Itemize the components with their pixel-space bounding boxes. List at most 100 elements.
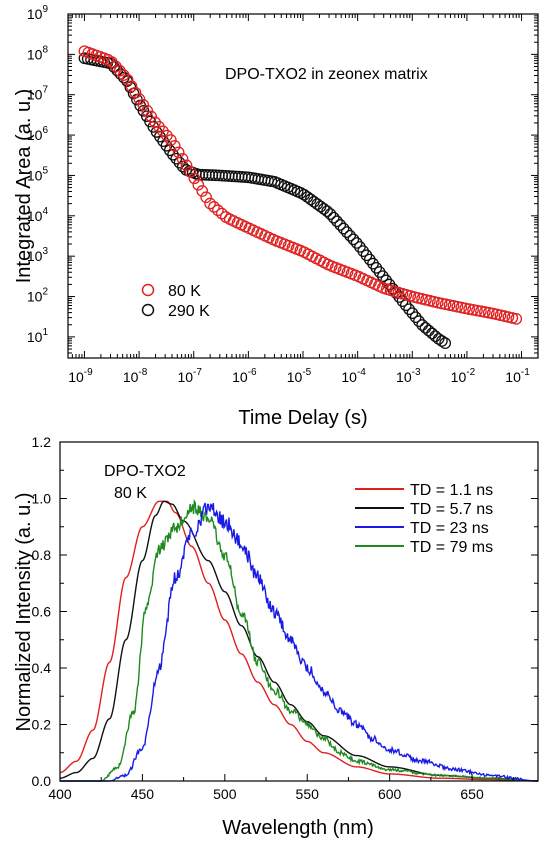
decay-point: [344, 229, 356, 242]
decay-annotation: DPO-TXO2 in zeonex matrix: [225, 66, 428, 83]
decay-point: [443, 299, 456, 311]
spectra-annotation-temperature: 80 K: [114, 485, 147, 502]
spectra-axes: 400 450 500 550 600 650 0.0 0.2 0.4 0.6 0.8 1.0 1.2: [32, 434, 538, 802]
decay-point: [409, 311, 422, 324]
decay-point: [141, 104, 154, 117]
decay-point: [167, 148, 179, 161]
spectra-legend-label: TD = 79 ms: [410, 539, 493, 556]
decay-point: [113, 64, 126, 77]
decay-point: [419, 321, 432, 334]
decay-point: [168, 140, 181, 152]
spectra-legend-label: TD = 1.1 ns: [410, 482, 493, 499]
decay-point: [145, 110, 158, 123]
spectra-y-tick-label: 0.0: [32, 773, 52, 789]
decay-point: [208, 201, 220, 213]
decay-legend: 80 K 290 K: [141, 283, 210, 320]
decay-point: [347, 233, 360, 246]
decay-point: [110, 60, 122, 73]
decay-point: [215, 207, 228, 220]
spectra-x-tick-label: 500: [213, 786, 237, 802]
decay-point: [436, 335, 448, 347]
decay-x-tick-label: 10-9: [68, 367, 93, 385]
decay-y-tick-label: 102: [27, 287, 49, 305]
decay-point: [188, 172, 201, 185]
decay-point: [164, 134, 177, 146]
decay-series-290-k: [78, 52, 452, 349]
decay-point: [463, 303, 476, 315]
decay-point: [451, 300, 464, 313]
spectra-annotation-compound: DPO-TXO2: [104, 463, 186, 480]
decay-point: [439, 298, 452, 311]
decay-point: [439, 337, 452, 349]
decay-point: [133, 93, 146, 105]
decay-point: [435, 297, 448, 310]
spectra-x-tick-label: 450: [131, 786, 155, 802]
decay-legend-label: 80 K: [168, 283, 201, 300]
decay-series-layer: [78, 45, 523, 349]
spectra-legend-label: TD = 5.7 ns: [410, 501, 493, 518]
decay-point: [334, 219, 347, 231]
spectra-x-tick-label: 600: [378, 786, 402, 802]
decay-x-tick-label: 10-5: [287, 367, 312, 385]
decay-x-tick-label: 10-4: [341, 367, 366, 385]
decay-x-tick-label: 10-2: [451, 367, 476, 385]
decay-y-tick-label: 108: [27, 44, 49, 62]
spectra-y-tick-label: 0.4: [32, 660, 52, 676]
spectra-x-tick-label: 550: [296, 786, 320, 802]
decay-point: [324, 208, 337, 220]
spectra-x-tick-label: 650: [460, 786, 484, 802]
spectra-legend-label: TD = 23 ns: [410, 520, 489, 537]
decay-point: [192, 178, 205, 191]
decay-point: [125, 80, 138, 93]
decay-point: [432, 333, 445, 345]
decay-point: [129, 86, 142, 99]
decay-point: [459, 302, 472, 315]
decay-y-axis-label: Integrated Area (a. u.): [13, 89, 35, 284]
decay-x-tick-label: 10-3: [396, 367, 421, 385]
decay-point: [406, 307, 419, 320]
decay-chart: 10-9 10-8 10-7 10-6 10-5 10-4 10-3 10-2 10-1 101 1…: [13, 4, 539, 429]
decay-point: [403, 303, 415, 316]
decay-point: [200, 191, 212, 204]
decay-point: [327, 211, 340, 224]
spectra-y-tick-label: 0.6: [32, 604, 52, 620]
spectra-y-axis-label: Normalized Intensity (a. u.): [13, 493, 35, 732]
decay-point: [121, 73, 134, 86]
spectra-series-line: [60, 502, 538, 782]
decay-point: [170, 152, 183, 165]
spectra-y-tick-label: 1.2: [32, 434, 52, 450]
spectra-x-axis-label: Wavelength (nm): [222, 817, 374, 839]
spectra-series-line: [59, 500, 538, 782]
spectra-x-tick-label: 400: [48, 786, 72, 802]
decay-legend-marker: [141, 303, 155, 317]
decay-point: [106, 56, 118, 69]
decay-point: [180, 159, 193, 172]
decay-point: [479, 306, 491, 318]
decay-point: [471, 304, 483, 317]
spectra-y-tick-label: 0.8: [32, 547, 52, 563]
decay-x-tick-label: 10-8: [123, 367, 148, 385]
decay-y-tick-label: 109: [27, 4, 49, 22]
decay-point: [172, 146, 185, 159]
spectra-legend: TD = 1.1 ns TD = 5.7 ns TD = 23 ns TD = 79 …: [355, 482, 493, 556]
decay-point: [413, 315, 425, 328]
decay-point: [431, 296, 444, 309]
spectra-chart: 400 450 500 550 600 6500.00.20.40.60.81.01.2 …: [13, 434, 539, 839]
spectra-series-line: [60, 498, 538, 782]
decay-point: [137, 99, 150, 111]
decay-x-tick-label: 10-6: [232, 367, 257, 385]
decay-point: [196, 185, 209, 197]
decay-point: [426, 327, 438, 340]
decay-point: [331, 215, 343, 228]
spectra-y-tick-label: 0.2: [32, 717, 52, 733]
decay-point: [455, 301, 468, 314]
decay-series-80-k: [78, 45, 523, 325]
decay-point: [475, 305, 487, 318]
spectra-y-tick-label: 1.0: [32, 491, 52, 507]
decay-x-tick-label: 10-7: [177, 367, 202, 385]
decay-point: [184, 165, 197, 178]
spectra-series-layer: [59, 498, 538, 782]
decay-point: [176, 153, 189, 165]
decay-x-tick-label: 10-1: [505, 367, 530, 385]
